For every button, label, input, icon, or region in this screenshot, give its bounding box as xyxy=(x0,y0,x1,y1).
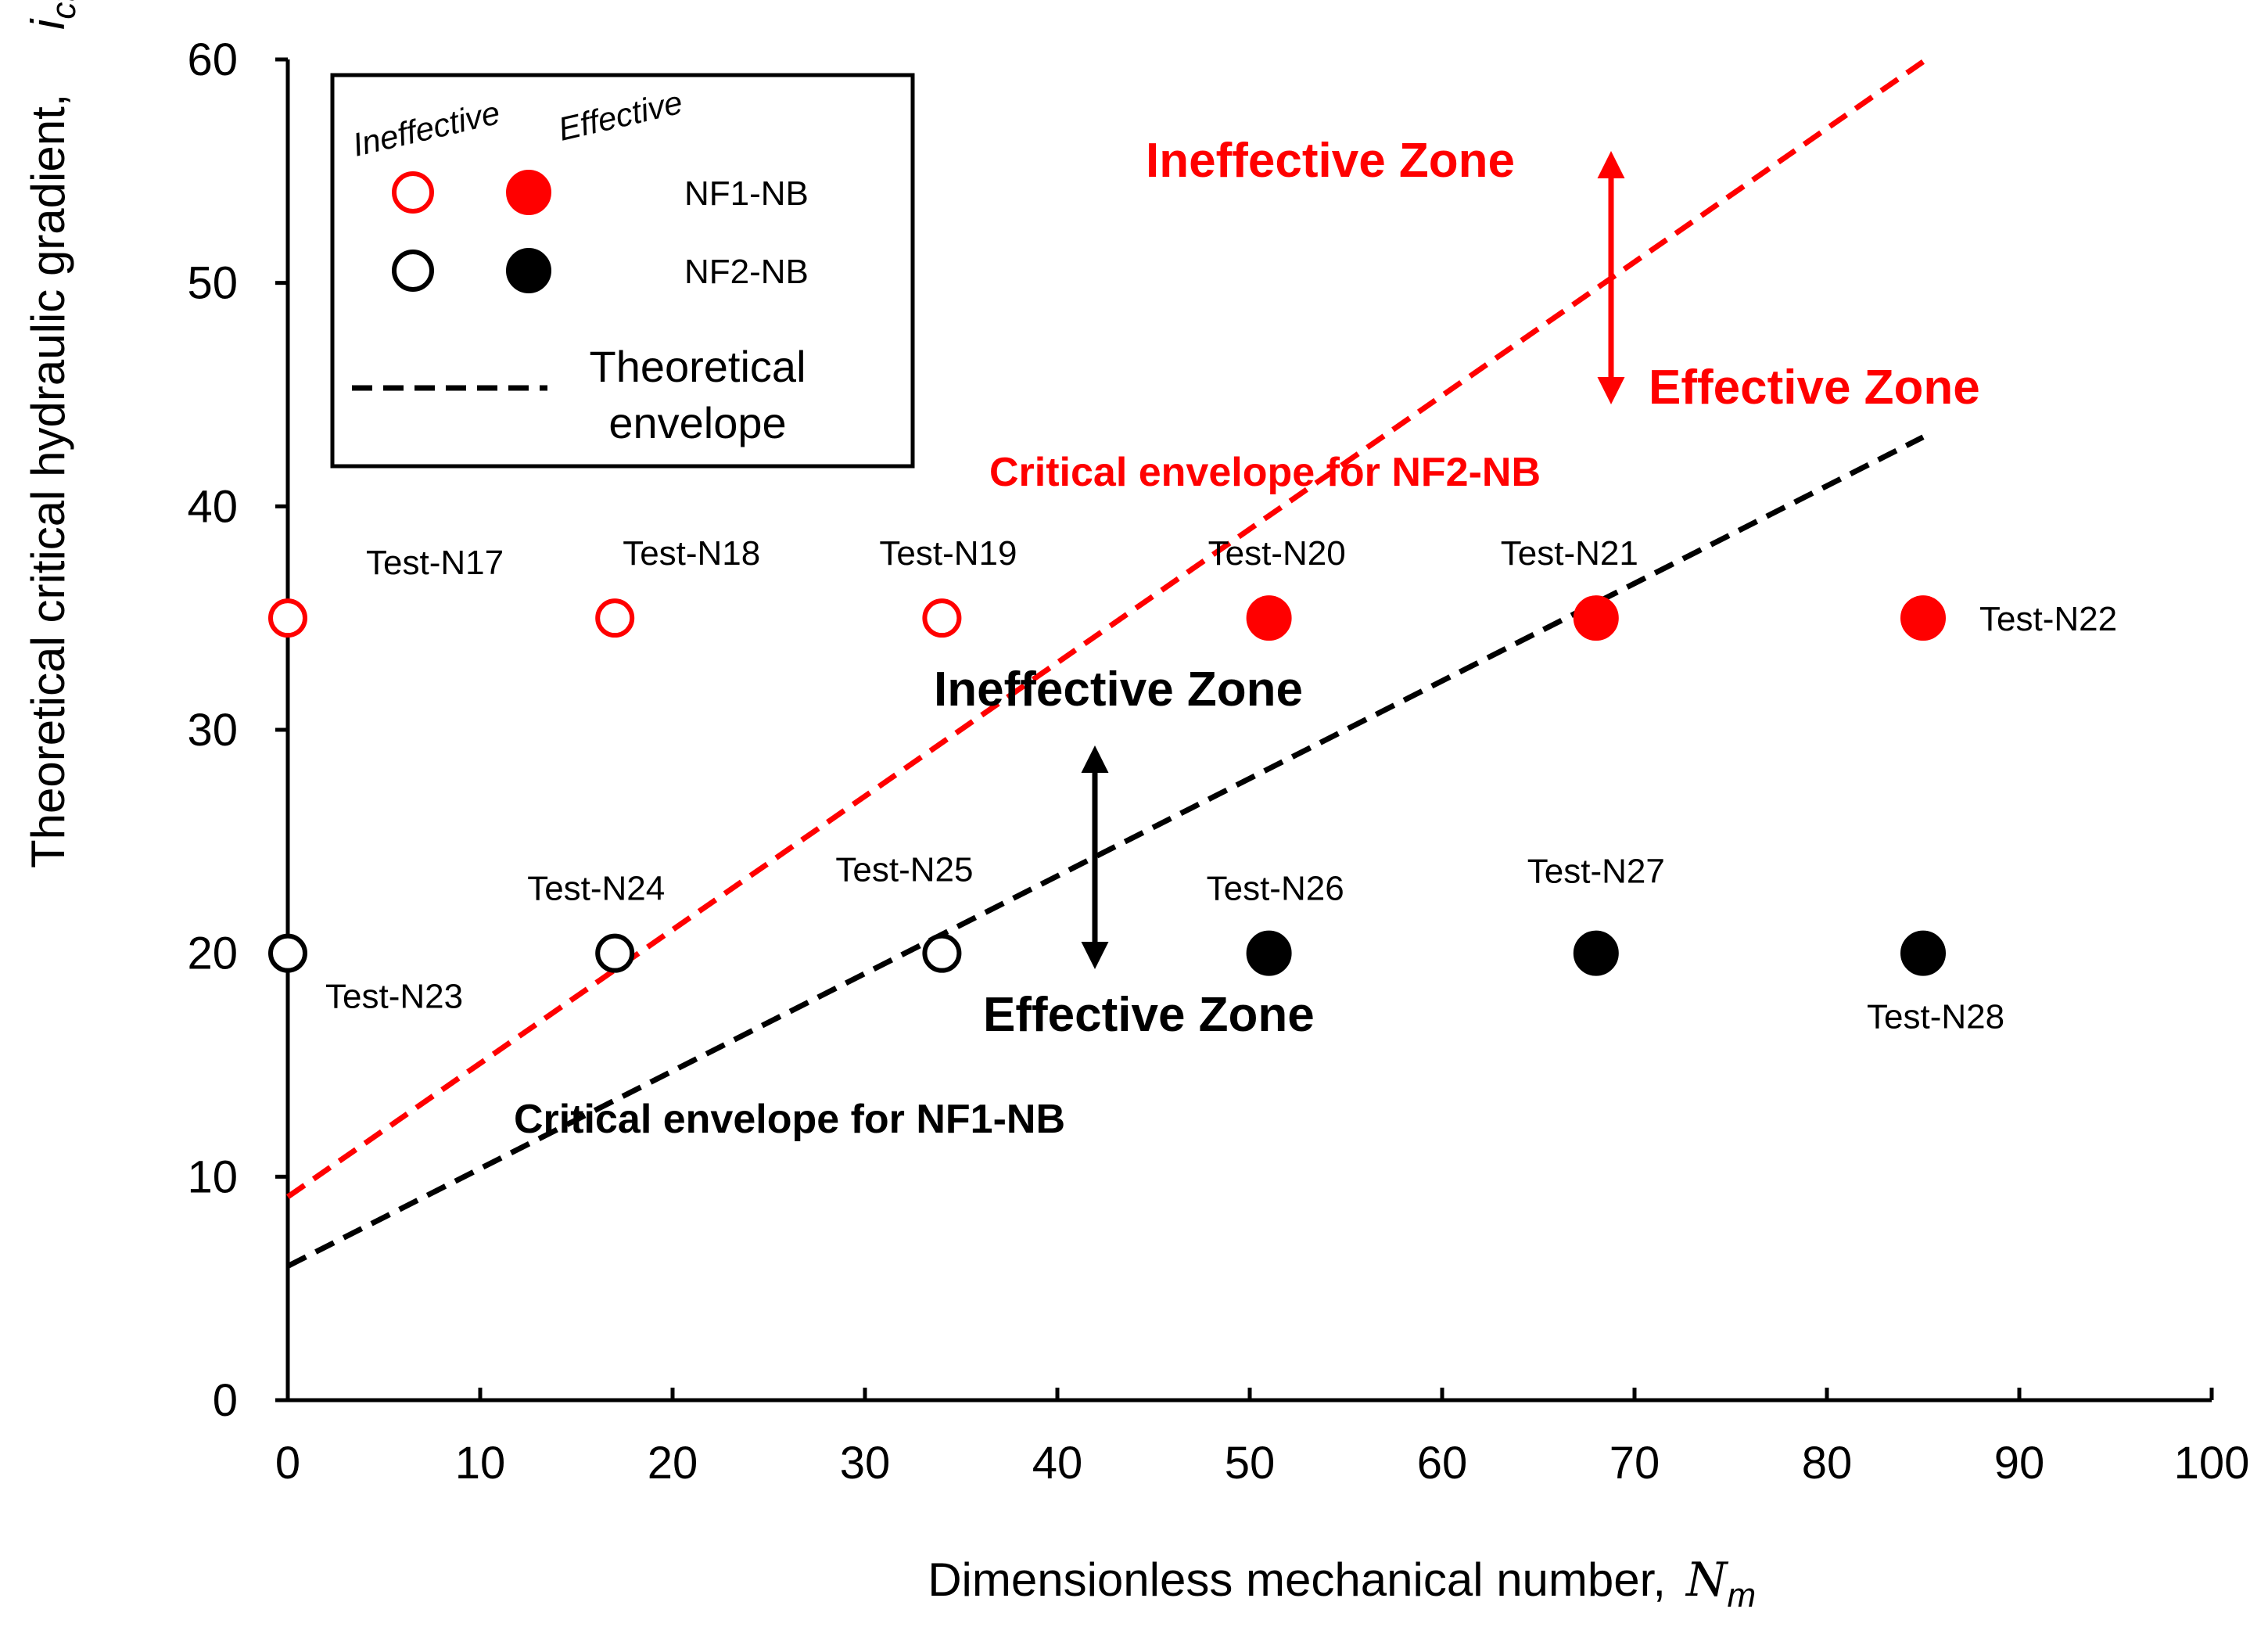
x-tick-label: 50 xyxy=(1225,1438,1276,1489)
y-axis-symbol: ict xyxy=(22,0,83,30)
point-label-test-n22: Test-N22 xyxy=(1979,600,2117,638)
x-axis-symbol-main: N xyxy=(1685,1553,1729,1607)
nf2-critical-envelope-line xyxy=(286,59,1925,1199)
nf1-envelope-label: Critical envelope for NF1-NB xyxy=(514,1097,1065,1142)
x-ticks: 0 10 20 30 40 50 60 70 80 90 100 xyxy=(275,1388,2250,1489)
point-label-test-n21: Test-N21 xyxy=(1501,534,1638,573)
x-tick-label: 0 xyxy=(275,1438,300,1489)
data-point-test-n27 xyxy=(1573,930,1619,976)
point-label-test-n25: Test-N25 xyxy=(835,851,973,889)
point-label-test-n19: Test-N19 xyxy=(879,534,1017,573)
data-point-test-n25 xyxy=(922,933,962,973)
data-point-test-n22 xyxy=(1900,595,1946,641)
y-tick-label: 60 xyxy=(187,34,238,85)
y-tick-label: 30 xyxy=(187,705,238,756)
legend-nf2-label: NF2-NB xyxy=(684,253,809,291)
data-point-test-n24 xyxy=(595,933,635,973)
y-tick-label: 10 xyxy=(187,1151,238,1202)
x-tick-label: 90 xyxy=(1994,1438,2045,1489)
y-axis-symbol-sub: ct xyxy=(45,0,83,20)
black-ineffective-zone: Ineffective Zone xyxy=(934,663,1303,717)
x-tick-label: 60 xyxy=(1417,1438,1468,1489)
point-label-test-n26: Test-N26 xyxy=(1207,870,1344,908)
data-point-test-n28 xyxy=(1900,930,1946,976)
point-label-test-n28: Test-N28 xyxy=(1867,998,2004,1036)
legend-nf2-ineffective-marker xyxy=(392,250,434,292)
black-effective-zone: Effective Zone xyxy=(983,988,1315,1042)
x-tick-label: 70 xyxy=(1609,1438,1660,1489)
legend-envelope-line2: envelope xyxy=(608,398,786,447)
y-tick-label: 0 xyxy=(213,1375,238,1426)
x-axis-symbol: Nm xyxy=(1685,1553,1756,1614)
legend: Ineffective Effective NF1-NB NF2-NB Theo… xyxy=(330,73,915,469)
x-tick-label: 80 xyxy=(1802,1438,1853,1489)
legend-envelope-line1: Theoretical xyxy=(589,342,806,391)
y-axis-title-group: Theoretical critical hydraulic gradient,… xyxy=(22,0,83,868)
y-axis-symbol-main: i xyxy=(22,18,74,30)
legend-nf2-effective-marker xyxy=(506,248,551,293)
legend-nf1-ineffective-marker xyxy=(392,171,434,214)
point-label-test-n17: Test-N17 xyxy=(366,544,504,582)
x-axis-title: Dimensionless mechanical number, xyxy=(928,1553,1666,1606)
data-point-test-n18 xyxy=(595,598,635,638)
x-axis-symbol-sub: m xyxy=(1728,1576,1757,1614)
red-ineffective-zone: Ineffective Zone xyxy=(1146,134,1515,188)
point-label-test-n23: Test-N23 xyxy=(325,978,463,1016)
y-tick-label: 50 xyxy=(187,258,238,309)
legend-nf1-effective-marker xyxy=(506,170,551,215)
x-tick-label: 100 xyxy=(2174,1438,2250,1489)
data-point-test-n23 xyxy=(268,933,307,973)
data-point-test-n17 xyxy=(268,598,307,638)
point-label-test-n27: Test-N27 xyxy=(1527,853,1665,891)
legend-nf1-label: NF1-NB xyxy=(684,174,809,213)
x-tick-label: 10 xyxy=(455,1438,506,1489)
x-tick-label: 40 xyxy=(1032,1438,1083,1489)
x-tick-label: 30 xyxy=(840,1438,891,1489)
y-axis-title: Theoretical critical hydraulic gradient, xyxy=(22,94,74,868)
red-effective-zone: Effective Zone xyxy=(1649,361,1980,415)
y-tick-label: 20 xyxy=(187,928,238,979)
data-point-test-n21 xyxy=(1573,595,1619,641)
point-label-test-n20: Test-N20 xyxy=(1208,534,1346,573)
y-ticks: 0 10 20 30 40 50 60 xyxy=(187,34,288,1426)
y-tick-label: 40 xyxy=(187,481,238,532)
nf2-envelope-label: Critical envelope for NF2-NB xyxy=(989,450,1541,495)
point-label-test-n24: Test-N24 xyxy=(527,870,665,908)
data-point-test-n20 xyxy=(1246,595,1292,641)
data-point-test-n19 xyxy=(922,598,962,638)
x-tick-label: 20 xyxy=(648,1438,698,1489)
data-points: Test-N17 Test-N18 Test-N19 Test-N20 Test-N21… xyxy=(268,534,2117,1036)
data-point-test-n26 xyxy=(1246,930,1292,976)
point-label-test-n18: Test-N18 xyxy=(623,534,760,573)
